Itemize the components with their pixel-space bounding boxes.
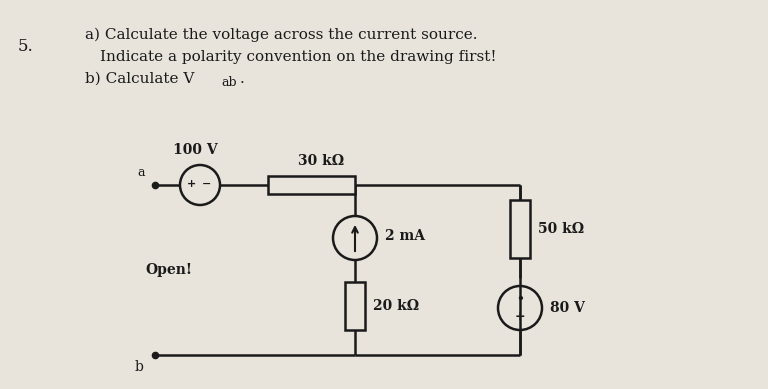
- Text: b) Calculate V: b) Calculate V: [85, 72, 194, 86]
- Bar: [268, 176, 355, 194]
- Text: 20 kΩ: 20 kΩ: [373, 299, 419, 313]
- Text: 5.: 5.: [18, 38, 34, 55]
- Text: •: •: [516, 293, 524, 305]
- Text: 2 mA: 2 mA: [385, 229, 425, 243]
- Text: Open!: Open!: [145, 263, 192, 277]
- Text: −: −: [202, 179, 212, 189]
- Text: +: +: [187, 179, 197, 189]
- Text: 80 V: 80 V: [550, 301, 585, 315]
- Bar: [345, 282, 365, 330]
- Text: ab: ab: [221, 76, 237, 89]
- Text: 30 kΩ: 30 kΩ: [298, 154, 344, 168]
- Text: .: .: [240, 72, 245, 86]
- Text: b: b: [134, 360, 143, 374]
- Bar: [510, 200, 530, 258]
- Text: Indicate a polarity convention on the drawing first!: Indicate a polarity convention on the dr…: [100, 50, 497, 64]
- Text: +: +: [515, 310, 525, 324]
- Text: 100 V: 100 V: [173, 143, 217, 157]
- Text: a: a: [137, 166, 145, 179]
- Text: 50 kΩ: 50 kΩ: [538, 222, 584, 236]
- Text: a) Calculate the voltage across the current source.: a) Calculate the voltage across the curr…: [85, 28, 478, 42]
